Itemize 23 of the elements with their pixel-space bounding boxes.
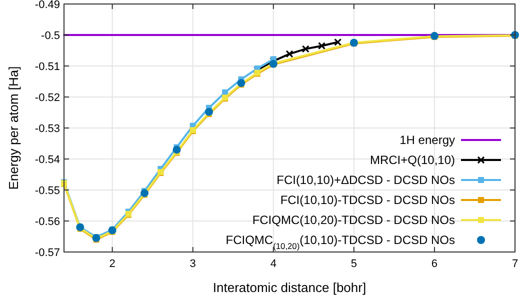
y-tick-label: -0.5	[41, 30, 60, 42]
y-tick-label: -0.57	[34, 247, 60, 259]
x-tick-label: 6	[431, 258, 438, 270]
y-tick-label: -0.51	[34, 61, 60, 73]
legend-label: FCI(10,10)-TDCSD - DCSD NOs	[280, 193, 455, 207]
y-tick-label: -0.54	[34, 154, 60, 166]
legend-label: FCIQMC$_{(10,20)}$(10,10)-TDCSD - DCSD NOs	[226, 233, 455, 251]
x-tick-label: 4	[270, 258, 276, 270]
y-tick-label: -0.55	[34, 185, 60, 197]
y-tick-label: -0.52	[34, 92, 60, 104]
x-tick-label: 7	[512, 258, 518, 270]
x-axis-title: Interatomic distance [bohr]	[212, 280, 366, 295]
legend-label: FCIQMC(10,20)-TDCSD - DCSD NOs	[252, 213, 455, 227]
y-axis-title: Energy per atom [Ha]	[6, 66, 21, 190]
x-tick-label: 2	[109, 258, 116, 270]
x-tick-label: 5	[350, 258, 357, 270]
legend-label: FCI(10,10)+ΔDCSD - DCSD NOs	[276, 173, 455, 187]
legend-label: MRCI+Q(10,10)	[370, 153, 455, 167]
legend-label: 1H energy	[400, 133, 455, 147]
y-tick-label: -0.56	[34, 216, 60, 228]
y-tick-label: -0.53	[34, 123, 60, 135]
y-tick-label: -0.49	[34, 0, 60, 11]
x-tick-label: 3	[190, 258, 196, 270]
